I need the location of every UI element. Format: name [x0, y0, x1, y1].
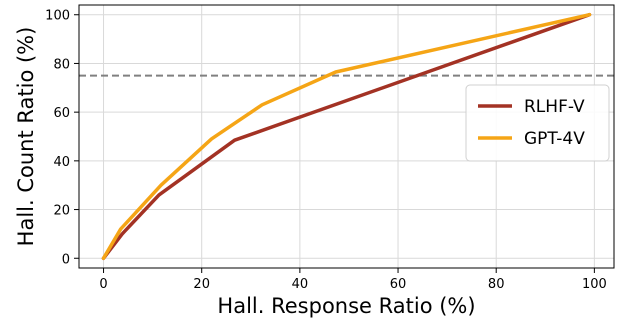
plot-frame: [78, 4, 615, 269]
y-tick-label: 0: [62, 252, 70, 267]
legend-label: GPT-4V: [524, 129, 585, 149]
x-tick-label: 100: [582, 277, 607, 292]
x-tick-label: 80: [488, 277, 505, 292]
series-line-rlhf-v: [101, 12, 592, 261]
y-tick-label: 100: [45, 9, 70, 24]
ticks: 0 20 40 60 80 100 0 20 40 60 80 100: [45, 9, 607, 292]
y-tick-label: 20: [53, 204, 70, 219]
series-line-gpt-4v: [101, 12, 592, 261]
y-tick-label: 40: [53, 155, 70, 170]
y-axis-label: Hall. Count Ratio (%): [14, 27, 38, 247]
x-tick-label: 40: [292, 277, 309, 292]
legend-box: [465, 84, 610, 162]
x-tick-label: 20: [193, 277, 210, 292]
y-tick-label: 80: [53, 57, 70, 72]
legend-label: RLHF-V: [524, 97, 585, 117]
x-tick-label: 60: [390, 277, 407, 292]
x-axis-label: Hall. Response Ratio (%): [217, 294, 475, 318]
x-tick-label: 0: [99, 277, 107, 292]
series-group: [101, 12, 592, 261]
y-tick-label: 60: [53, 106, 70, 121]
legend: RLHF-V GPT-4V: [465, 84, 610, 162]
